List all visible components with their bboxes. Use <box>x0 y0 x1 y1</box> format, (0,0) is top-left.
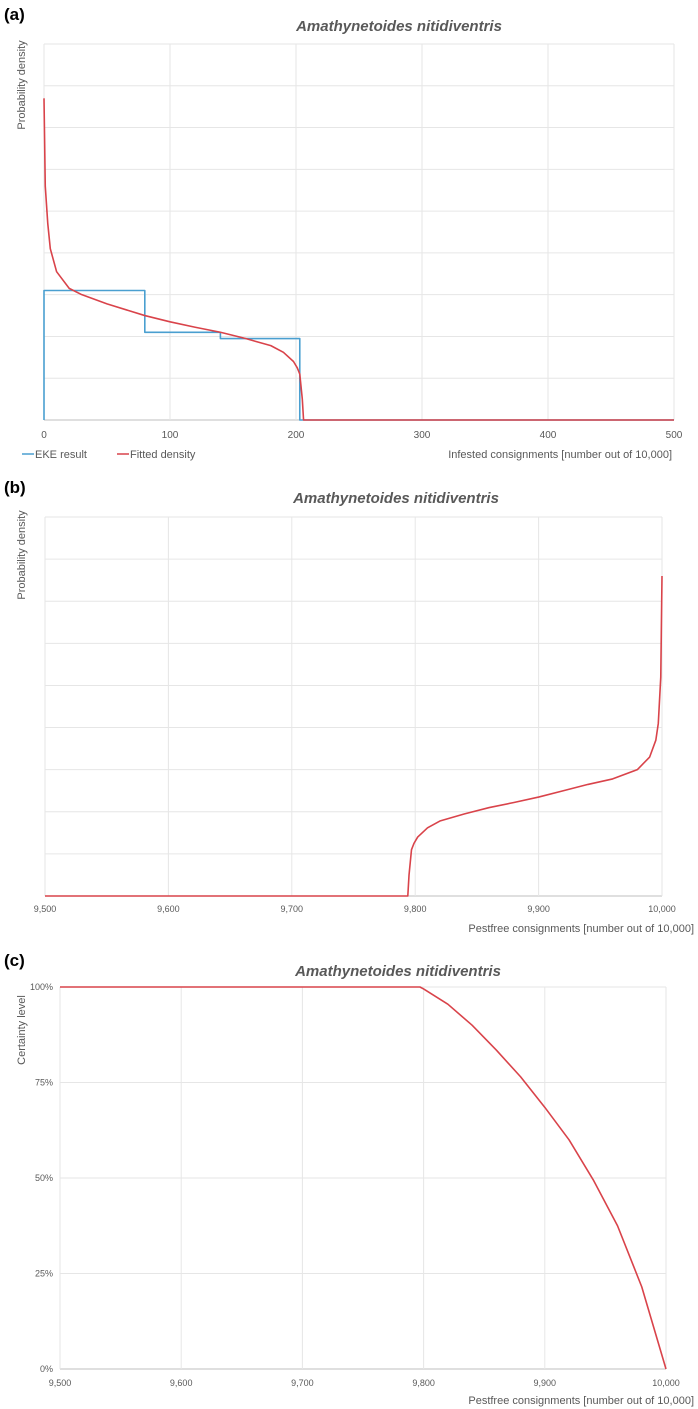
x-tick-labels-b: 9,500 9,600 9,700 9,800 9,900 10,000 <box>34 904 676 914</box>
series-c <box>60 986 667 1370</box>
panel-label-c: (c) <box>4 951 25 970</box>
legend-label-eke: EKE result <box>35 449 87 461</box>
x-tick-label: 9,700 <box>281 904 304 914</box>
y-axis-label-b: Probability density <box>16 510 28 600</box>
x-tick-label: 10,000 <box>652 1378 680 1388</box>
y-tick-label: 0% <box>40 1364 53 1374</box>
y-tick-labels-c: 0% 25% 50% 75% 100% <box>30 982 53 1374</box>
x-tick-label: 0 <box>41 430 47 441</box>
x-tick-label: 100 <box>162 430 179 441</box>
panel-a: (a) Amathynetoides nitidiventris Probabi… <box>4 5 683 461</box>
x-axis-label-c: Pestfree consignments [number out of 10,… <box>468 1395 694 1407</box>
x-tick-label: 400 <box>540 430 557 441</box>
y-tick-label: 75% <box>35 1078 53 1088</box>
series-line-fitted-density <box>45 575 663 897</box>
y-axis-label-a: Probability density <box>16 40 28 130</box>
gridlines-b <box>44 516 663 897</box>
series-a <box>43 98 674 421</box>
x-tick-label: 9,900 <box>534 1378 557 1388</box>
series-line-certainty-level <box>60 986 667 1370</box>
x-tick-label: 10,000 <box>648 904 676 914</box>
x-tick-label: 9,500 <box>49 1378 72 1388</box>
panel-label-a: (a) <box>4 5 25 24</box>
x-axis-label-b: Pestfree consignments [number out of 10,… <box>468 923 694 935</box>
panel-label-b: (b) <box>4 478 26 497</box>
x-tick-labels-c: 9,500 9,600 9,700 9,800 9,900 10,000 <box>49 1378 680 1388</box>
x-tick-label: 9,600 <box>170 1378 193 1388</box>
x-tick-label: 9,700 <box>291 1378 314 1388</box>
x-tick-labels-a: 0 100 200 300 400 500 <box>41 430 683 441</box>
y-tick-label: 25% <box>35 1269 53 1279</box>
panel-b: (b) Amathynetoides nitidiventris Probabi… <box>4 478 694 935</box>
gridlines-c <box>59 986 667 1370</box>
series-line-fitted-density <box>43 98 674 421</box>
legend: EKE result Fitted density <box>22 449 196 461</box>
series-line-eke-result <box>43 289 674 421</box>
y-axis-label-c: Certainty level <box>16 995 28 1065</box>
x-tick-label: 9,800 <box>404 904 427 914</box>
x-tick-label: 9,500 <box>34 904 57 914</box>
x-tick-label: 9,800 <box>412 1378 435 1388</box>
x-axis-label-a: Infested consignments [number out of 10,… <box>448 449 672 461</box>
y-tick-label: 100% <box>30 982 53 992</box>
x-tick-label: 200 <box>288 430 305 441</box>
legend-label-fitted: Fitted density <box>130 449 196 461</box>
x-tick-label: 9,600 <box>157 904 180 914</box>
x-tick-label: 500 <box>666 430 683 441</box>
chart-title-c: Amathynetoides nitidiventris <box>294 963 501 980</box>
y-tick-label: 50% <box>35 1173 53 1183</box>
chart-title-a: Amathynetoides nitidiventris <box>295 18 502 35</box>
chart-title-b: Amathynetoides nitidiventris <box>292 490 499 507</box>
x-tick-label: 300 <box>414 430 431 441</box>
series-b <box>45 575 663 897</box>
x-tick-label: 9,900 <box>527 904 550 914</box>
gridlines-a <box>43 43 675 421</box>
panel-c: (c) Amathynetoides nitidiventris Certain… <box>4 951 694 1407</box>
